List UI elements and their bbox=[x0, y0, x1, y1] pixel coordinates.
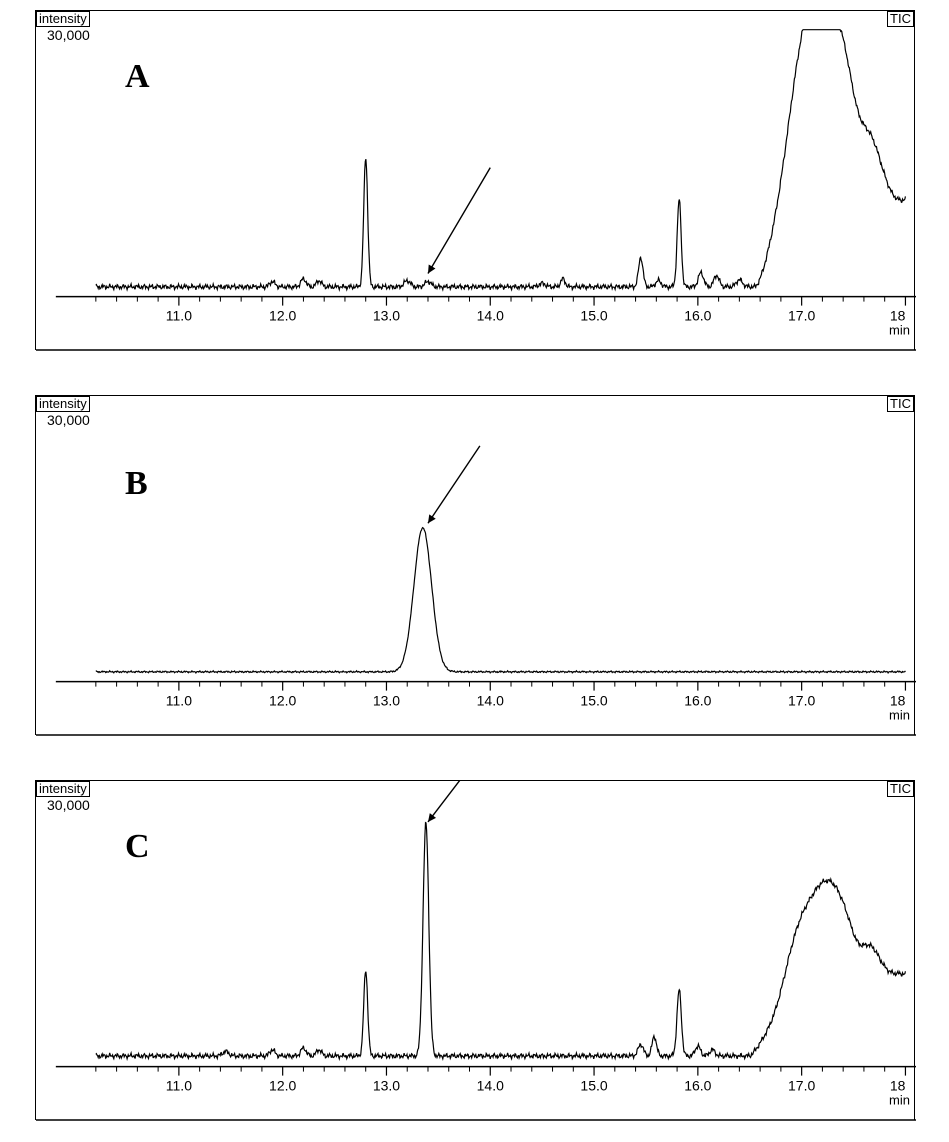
svg-text:13.0: 13.0 bbox=[373, 693, 400, 709]
svg-text:17.0: 17.0 bbox=[788, 308, 815, 324]
svg-text:13.0: 13.0 bbox=[373, 308, 400, 324]
svg-text:11.0: 11.0 bbox=[166, 693, 192, 709]
svg-text:12.0: 12.0 bbox=[269, 1078, 296, 1094]
chart-box: 11.0 12.0 13.0 14.0 15.0 16.0 17.0 18min bbox=[35, 10, 915, 350]
y-max-label: 30,000 bbox=[47, 412, 90, 428]
chromatogram-svg: 11.0 12.0 13.0 14.0 15.0 16.0 17.0 18min bbox=[36, 396, 916, 736]
detector-mode-label: TIC bbox=[887, 781, 914, 797]
svg-text:14.0: 14.0 bbox=[477, 693, 504, 709]
svg-text:14.0: 14.0 bbox=[477, 1078, 504, 1094]
y-axis-title: intensity bbox=[36, 781, 90, 797]
svg-text:17.0: 17.0 bbox=[788, 1078, 815, 1094]
svg-text:16.0: 16.0 bbox=[684, 1078, 711, 1094]
svg-text:15.0: 15.0 bbox=[580, 308, 607, 324]
svg-text:16.0: 16.0 bbox=[684, 693, 711, 709]
chromatogram-panel-a: 11.0 12.0 13.0 14.0 15.0 16.0 17.0 18min intensi… bbox=[35, 10, 915, 350]
y-axis-title: intensity bbox=[36, 11, 90, 27]
svg-text:min: min bbox=[889, 708, 910, 723]
svg-text:18: 18 bbox=[890, 693, 906, 709]
svg-text:16.0: 16.0 bbox=[684, 308, 711, 324]
svg-text:14.0: 14.0 bbox=[477, 308, 504, 324]
svg-text:15.0: 15.0 bbox=[580, 1078, 607, 1094]
tic-trace bbox=[96, 823, 906, 1059]
y-max-label: 30,000 bbox=[47, 27, 90, 43]
panel-letter-a: A bbox=[125, 58, 150, 96]
y-axis-title: intensity bbox=[36, 396, 90, 412]
chromatogram-panel-b: 11.0 12.0 13.0 14.0 15.0 16.0 17.0 18min intensi… bbox=[35, 395, 915, 735]
detector-mode-label: TIC bbox=[887, 396, 914, 412]
svg-text:18: 18 bbox=[890, 1078, 906, 1094]
chart-box: 11.0 12.0 13.0 14.0 15.0 16.0 17.0 18min bbox=[35, 780, 915, 1120]
chromatogram-svg: 11.0 12.0 13.0 14.0 15.0 16.0 17.0 18min bbox=[36, 781, 916, 1121]
svg-text:18: 18 bbox=[890, 308, 906, 324]
chart-box: 11.0 12.0 13.0 14.0 15.0 16.0 17.0 18min bbox=[35, 395, 915, 735]
svg-text:11.0: 11.0 bbox=[166, 308, 192, 324]
tic-trace bbox=[96, 30, 906, 290]
svg-text:12.0: 12.0 bbox=[269, 693, 296, 709]
y-max-label: 30,000 bbox=[47, 797, 90, 813]
svg-text:13.0: 13.0 bbox=[373, 1078, 400, 1094]
tic-trace bbox=[96, 528, 906, 673]
svg-text:12.0: 12.0 bbox=[269, 308, 296, 324]
detector-mode-label: TIC bbox=[887, 11, 914, 27]
chromatogram-panel-c: 11.0 12.0 13.0 14.0 15.0 16.0 17.0 18min intensi… bbox=[35, 780, 915, 1120]
svg-text:15.0: 15.0 bbox=[580, 693, 607, 709]
svg-text:17.0: 17.0 bbox=[788, 693, 815, 709]
panel-letter-c: C bbox=[125, 828, 150, 866]
chromatogram-svg: 11.0 12.0 13.0 14.0 15.0 16.0 17.0 18min bbox=[36, 11, 916, 351]
svg-text:min: min bbox=[889, 323, 910, 338]
panel-letter-b: B bbox=[125, 465, 148, 503]
svg-text:min: min bbox=[889, 1093, 910, 1108]
svg-text:11.0: 11.0 bbox=[166, 1078, 192, 1094]
